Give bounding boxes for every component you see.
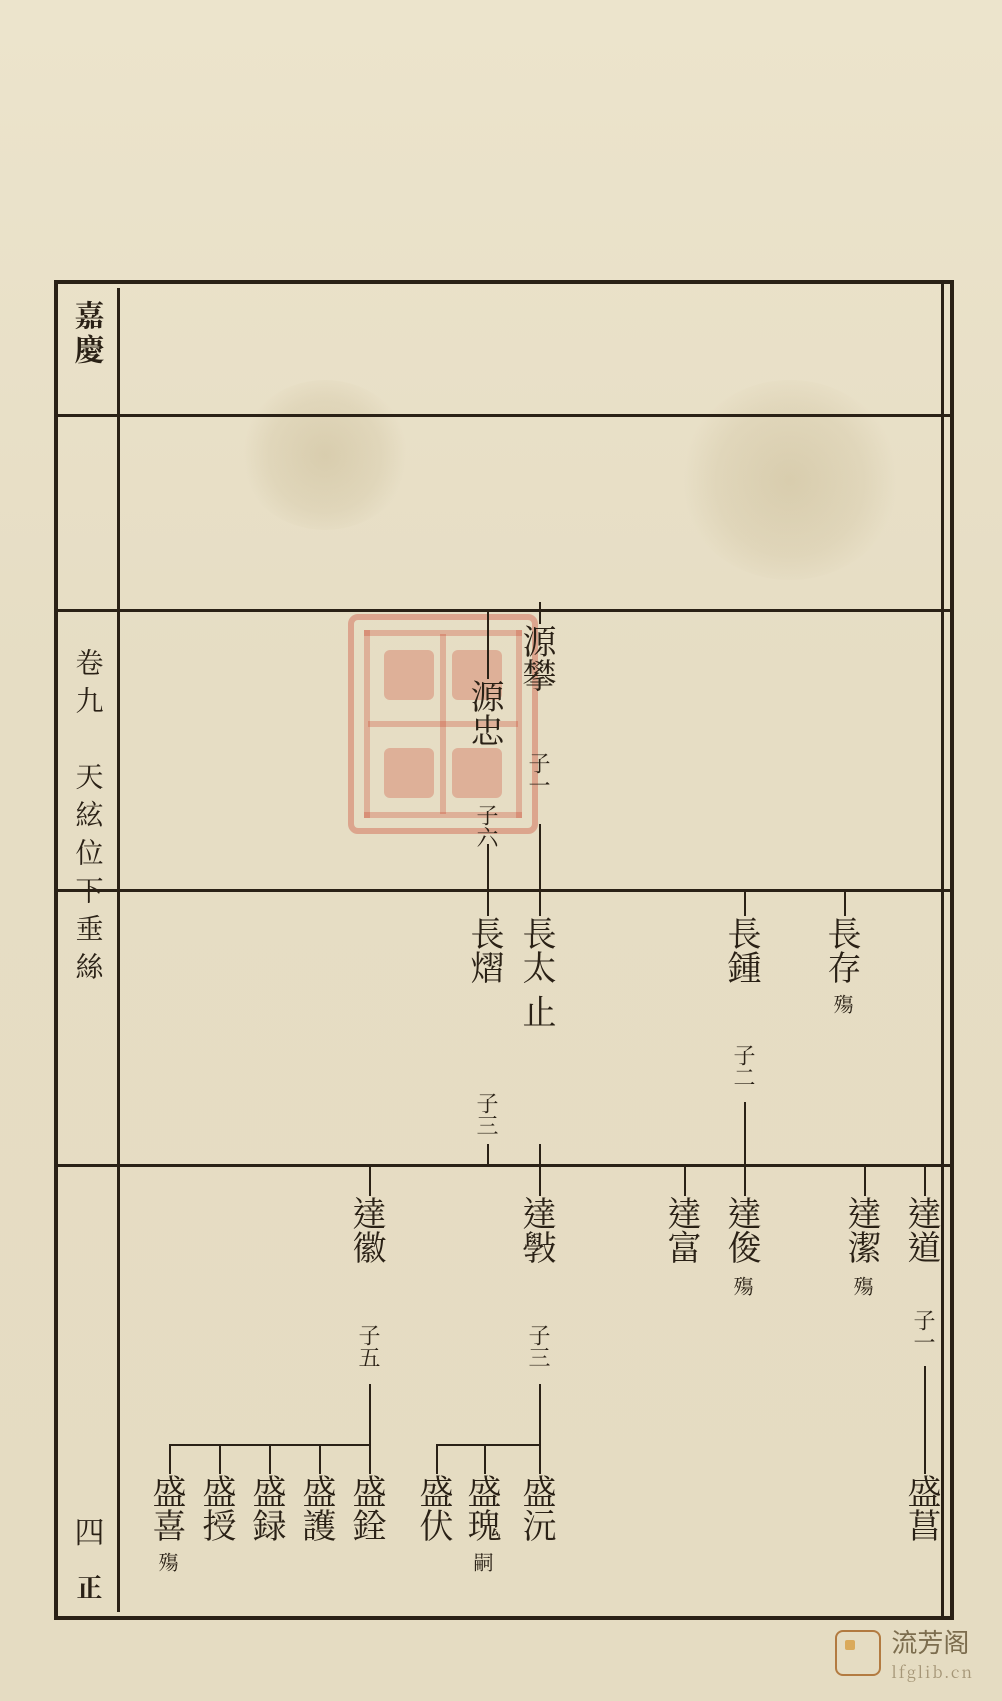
tree-line xyxy=(539,1174,541,1196)
person-name: 盛護 xyxy=(302,1474,336,1542)
tree-line xyxy=(924,1366,926,1444)
tree-line xyxy=(864,1174,866,1196)
tree-line xyxy=(487,844,489,889)
person-name: 源攀 xyxy=(522,624,556,692)
tree-line xyxy=(487,657,489,679)
tree-line xyxy=(539,894,541,916)
tree-line xyxy=(744,889,844,891)
tree-line xyxy=(744,1174,746,1196)
person-note: 子六 xyxy=(476,804,498,848)
person-name: 盛録 xyxy=(252,1474,286,1542)
person-name: 達潔 xyxy=(847,1196,881,1264)
person-name: 盛伏 xyxy=(419,1474,453,1542)
page-frame: 嘉慶 卷九 天絃位下垂絲 四 正 源攀子一源忠子六長存殤長鍾子二長太止長熠子三達… xyxy=(54,280,954,1620)
tree-line xyxy=(369,1174,371,1196)
person-name: 達道 xyxy=(907,1196,941,1264)
tree-line xyxy=(169,1452,171,1474)
person-name: 盛沅 xyxy=(522,1474,556,1542)
person-note: 子三 xyxy=(476,1092,498,1136)
person-note: 子五 xyxy=(358,1324,380,1368)
person-note: 子三 xyxy=(528,1324,550,1368)
person-name: 盛瑰 xyxy=(467,1474,501,1542)
tree-line xyxy=(744,894,746,916)
tree-line xyxy=(369,1164,539,1166)
person-name: 長熠 xyxy=(470,916,504,984)
tree-line xyxy=(539,1452,541,1474)
person-note: 子一 xyxy=(528,752,550,796)
watermark-sub: lfglib.cn xyxy=(891,1660,974,1683)
book-title-bottom: 正 xyxy=(71,1574,108,1602)
tree-line xyxy=(539,1384,541,1444)
person-name: 長太 xyxy=(522,916,556,984)
person-name: 盛喜 xyxy=(152,1474,186,1542)
person-name: 達俊 xyxy=(727,1196,761,1264)
person-name: 達斅 xyxy=(522,1196,556,1264)
book-title-top: 嘉慶 xyxy=(68,300,112,368)
person-note: 子一 xyxy=(913,1309,935,1353)
page-root: 嘉慶 卷九 天絃位下垂絲 四 正 源攀子一源忠子六長存殤長鍾子二長太止長熠子三達… xyxy=(0,0,1002,1701)
tree-line xyxy=(369,1452,371,1474)
tree-line xyxy=(219,1452,221,1474)
genealogy-chart: 源攀子一源忠子六長存殤長鍾子二長太止長熠子三達道子一達潔殤達俊殤達富達斅子三達徽… xyxy=(124,284,950,1616)
chapter-title: 卷九 天絃位下垂絲 xyxy=(70,648,110,990)
person-note: 殤 xyxy=(158,1552,178,1572)
person-name: 達徽 xyxy=(352,1196,386,1264)
person-note: 殤 xyxy=(833,994,853,1014)
person-note: 殤 xyxy=(733,1276,753,1296)
person-name: 長鍾 xyxy=(727,916,761,984)
person-note: 嗣 xyxy=(473,1552,493,1572)
person-note: 子二 xyxy=(733,1044,755,1088)
tree-line xyxy=(864,1164,924,1166)
tree-line xyxy=(436,1452,438,1474)
tree-line xyxy=(924,1174,926,1196)
tree-line xyxy=(924,1452,926,1474)
person-name: 源忠 xyxy=(470,679,504,747)
title-column: 嘉慶 卷九 天絃位下垂絲 四 正 xyxy=(62,288,120,1612)
person-name: 盛銓 xyxy=(352,1474,386,1542)
tree-line xyxy=(436,1444,539,1446)
tree-line xyxy=(487,1144,489,1164)
person-name: 盛授 xyxy=(202,1474,236,1542)
tree-line xyxy=(539,1144,541,1164)
tree-line xyxy=(487,609,539,611)
tree-line xyxy=(844,894,846,916)
person-name: 達富 xyxy=(667,1196,701,1264)
page-number: 四 xyxy=(75,1508,105,1552)
tree-line xyxy=(269,1452,271,1474)
tree-line xyxy=(484,1452,486,1474)
person-note: 殤 xyxy=(853,1276,873,1296)
watermark-name: 流芳阁 xyxy=(891,1623,974,1660)
tree-line xyxy=(487,894,489,916)
watermark: 流芳阁 lfglib.cn xyxy=(835,1623,974,1683)
tree-line xyxy=(744,1102,746,1164)
tree-line xyxy=(684,1164,744,1166)
person-name: 長存 xyxy=(827,916,861,984)
tree-line xyxy=(539,824,541,889)
watermark-logo-icon xyxy=(835,1630,881,1676)
tree-line xyxy=(539,602,541,624)
tree-line xyxy=(684,1174,686,1196)
person-note: 止 xyxy=(522,994,556,1028)
tree-line xyxy=(369,1384,371,1444)
tree-line xyxy=(319,1452,321,1474)
person-name: 盛菖 xyxy=(907,1474,941,1542)
